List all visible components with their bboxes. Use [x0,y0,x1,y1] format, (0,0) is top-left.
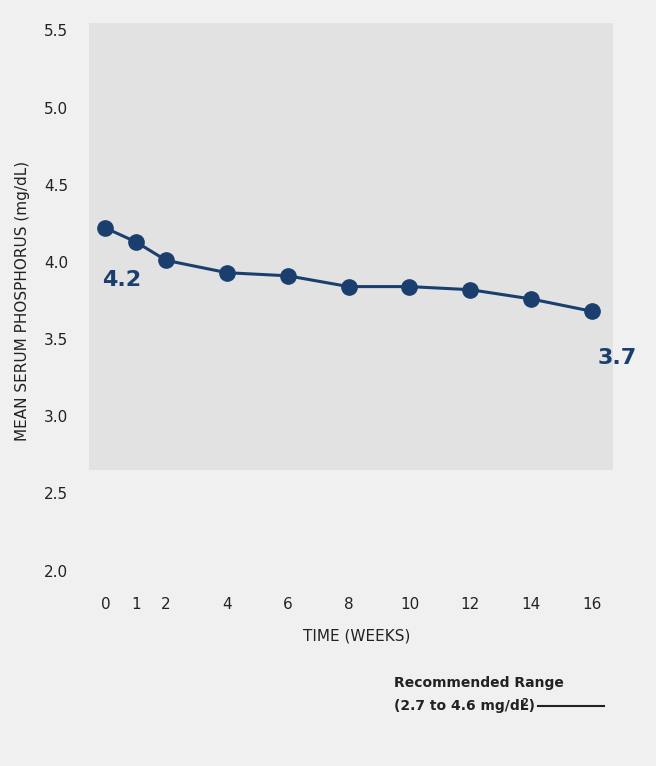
X-axis label: TIME (WEEKS): TIME (WEEKS) [303,629,411,643]
Bar [89,23,613,470]
Text: 2: 2 [522,698,528,709]
Text: Recommended Range: Recommended Range [394,676,564,690]
Y-axis label: MEAN SERUM PHOSPHORUS (mg/dL): MEAN SERUM PHOSPHORUS (mg/dL) [15,160,30,440]
Text: 4.2: 4.2 [102,270,142,290]
Text: 3.7: 3.7 [598,349,637,368]
Text: (2.7 to 4.6 mg/dL): (2.7 to 4.6 mg/dL) [394,699,535,713]
